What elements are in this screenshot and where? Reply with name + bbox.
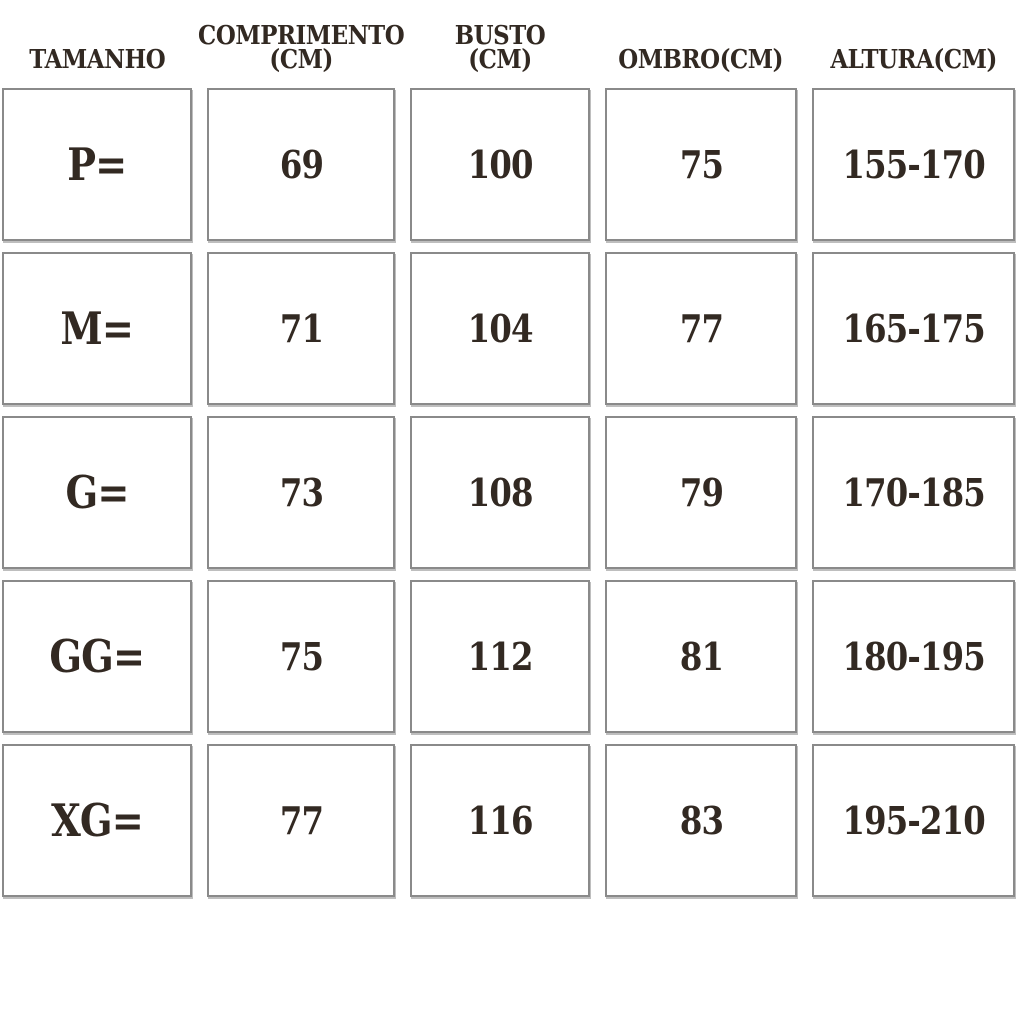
comprimento-value: 71 [279,306,323,351]
cell-ombro: 81 [605,580,797,733]
altura-value: 155-170 [842,142,985,187]
cell-altura: 180-195 [812,580,1015,733]
altura-value: 195-210 [842,798,985,843]
column-header-tamanho: TAMANHO [2,0,192,77]
comprimento-value: 69 [279,142,323,187]
cell-tamanho: XG= [2,744,192,897]
cell-tamanho: G= [2,416,192,569]
ombro-value: 77 [679,306,723,351]
cell-ombro: 77 [605,252,797,405]
cell-comprimento: 77 [207,744,395,897]
cell-busto: 108 [410,416,590,569]
altura-value: 180-195 [842,634,985,679]
cell-altura: 165-175 [812,252,1015,405]
column-header-altura: ALTURA(CM) [812,0,1015,77]
column-header-busto: BUSTO (CM) [410,0,590,77]
column-header-label: ALTURA(CM) [830,45,997,76]
comprimento-value: 75 [279,634,323,679]
size-label: XG= [51,794,144,847]
size-chart-table: TAMANHO COMPRIMENTO (CM) BUSTO (CM) OMBR… [2,0,1015,897]
ombro-value: 75 [679,142,723,187]
column-header-label: TAMANHO [29,45,165,76]
comprimento-value: 77 [279,798,323,843]
altura-value: 165-175 [842,306,985,351]
busto-value: 104 [467,306,534,351]
size-label: M= [60,302,135,355]
cell-tamanho: P= [2,88,192,241]
cell-comprimento: 75 [207,580,395,733]
ombro-value: 79 [679,470,723,515]
cell-comprimento: 71 [207,252,395,405]
cell-altura: 195-210 [812,744,1015,897]
column-header-label: OMBRO(CM) [618,45,784,76]
cell-comprimento: 69 [207,88,395,241]
ombro-value: 83 [679,798,723,843]
size-label: GG= [49,630,146,683]
altura-value: 170-185 [842,470,985,515]
cell-altura: 170-185 [812,416,1015,569]
cell-busto: 100 [410,88,590,241]
size-label: P= [67,138,127,191]
cell-ombro: 75 [605,88,797,241]
column-header-label: COMPRIMENTO (CM) [197,21,405,76]
column-header-label: BUSTO (CM) [454,21,546,76]
cell-busto: 116 [410,744,590,897]
cell-comprimento: 73 [207,416,395,569]
busto-value: 100 [467,142,534,187]
comprimento-value: 73 [279,470,323,515]
column-header-ombro: OMBRO(CM) [605,0,797,77]
cell-tamanho: GG= [2,580,192,733]
cell-ombro: 83 [605,744,797,897]
busto-value: 108 [467,470,534,515]
busto-value: 116 [467,798,534,843]
cell-ombro: 79 [605,416,797,569]
cell-tamanho: M= [2,252,192,405]
column-header-comprimento: COMPRIMENTO (CM) [198,0,405,77]
size-label: G= [65,466,129,519]
cell-busto: 112 [410,580,590,733]
cell-busto: 104 [410,252,590,405]
busto-value: 112 [467,634,534,679]
ombro-value: 81 [679,634,723,679]
cell-altura: 155-170 [812,88,1015,241]
